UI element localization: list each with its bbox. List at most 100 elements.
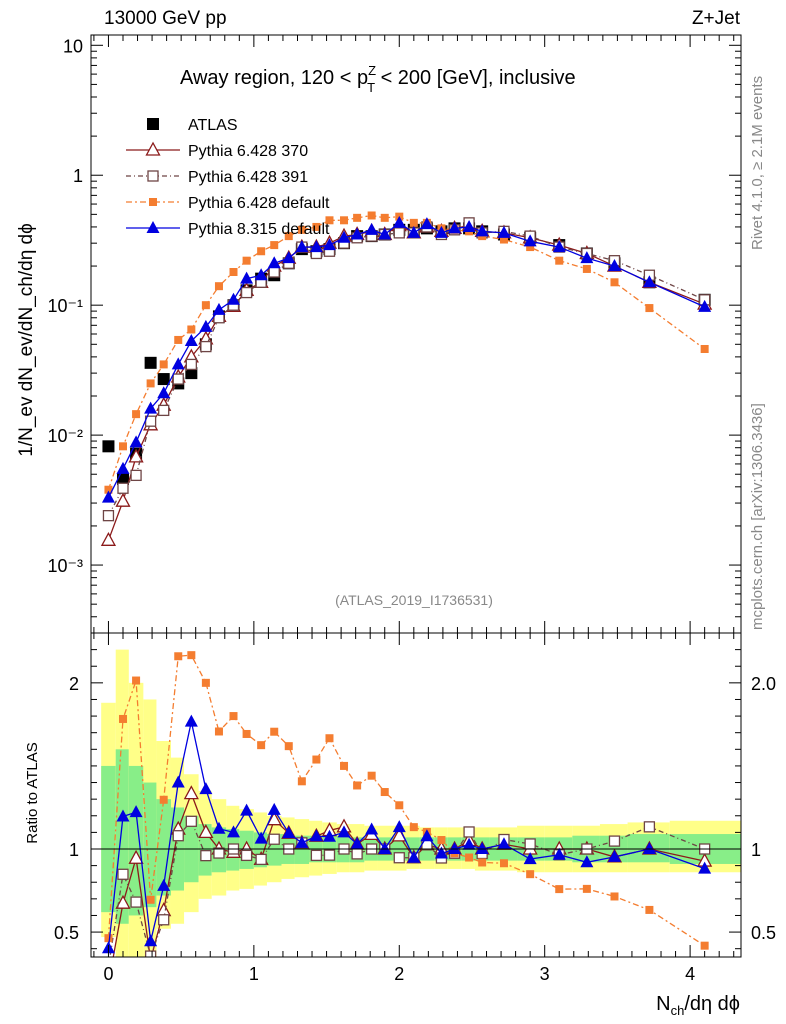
point-pythia-6-428-default (582, 264, 591, 273)
point-pythia-8-315-default (295, 240, 309, 253)
point-pythia-8-315-default (309, 240, 323, 253)
point-pythia-6-428-391 (240, 286, 253, 299)
point-pythia-8-315-default (267, 256, 281, 269)
point-pythia-6-428-370 (100, 531, 117, 546)
point-pythia-6-428-391 (185, 358, 197, 371)
x-tick-label: 1 (249, 964, 259, 984)
point-pythia-8-315-default (144, 401, 158, 414)
ratio-point-pythia-8-315-default (523, 852, 537, 865)
ratio-point-pythia-6-428-default (270, 727, 279, 736)
point-pythia-8-315-default (497, 225, 511, 238)
point-pythia-6-428-default (229, 268, 238, 277)
ratio-point-pythia-6-428-default (340, 761, 349, 770)
ratio-point-pythia-6-428-370 (183, 785, 199, 800)
point-pythia-8-315-default (101, 490, 115, 503)
ratio-point-pythia-6-428-391 (608, 835, 621, 847)
ratio-point-pythia-6-428-default (353, 781, 362, 790)
ratio-band-inner (143, 782, 157, 908)
ratio-tick-label: 2 (69, 674, 79, 694)
point-pythia-6-428-391 (393, 227, 405, 239)
point-pythia-6-428-default (201, 301, 210, 310)
ratio-point-pythia-6-428-391 (524, 838, 536, 850)
ratio-point-pythia-6-428-default (214, 727, 223, 736)
ratio-point-pythia-6-428-default (146, 895, 155, 904)
ratio-point-pythia-6-428-391 (117, 868, 129, 880)
ratio-point-pythia-6-428-default (257, 741, 266, 750)
point-pythia-6-428-default (270, 241, 279, 250)
point-pythia-8-315-default (129, 435, 143, 448)
point-pythia-6-428-default (610, 278, 619, 287)
ratio-frame (90, 632, 742, 958)
chart-title: Away region, 120 < pZ T < 200 [GeV], incl… (180, 63, 576, 95)
ratio-point-pythia-8-315-default (420, 829, 434, 842)
ratio-point-pythia-6-428-default (201, 678, 210, 687)
y-tick-label: 1 (73, 166, 83, 186)
ratio-point-pythia-6-428-391 (393, 852, 405, 864)
point-pythia-8-315-default (350, 227, 364, 240)
ratio-point-pythia-6-428-default (582, 884, 591, 893)
ratio-point-pythia-6-428-default (132, 676, 141, 685)
point-pythia-8-315-default (254, 268, 268, 281)
ratio-point-pythia-6-428-default (465, 853, 474, 862)
rivet-label: Rivet 4.1.0, ≥ 2.1M events (749, 76, 766, 250)
ratio-point-pythia-6-428-default (367, 771, 376, 780)
ratio-point-pythia-6-428-default (395, 801, 404, 810)
axes-layer: 0 1 2 3 4 10 1 10⁻¹ 10⁻² 10⁻³ 0.5 1 2 0.5 1 2.0 (47, 34, 776, 984)
point-pythia-6-428-default (367, 211, 376, 220)
point-pythia-8-315-default (462, 219, 476, 232)
x-axis-label: Nch/dη dϕ (656, 993, 740, 1018)
point-pythia-6-428-default (174, 335, 183, 344)
point-pythia-6-428-default (353, 213, 362, 222)
ratio-point-pythia-8-315-default (580, 855, 594, 868)
y-tick-label: 10⁻¹ (47, 296, 83, 316)
legend-marker-pythia-6-428-391 (147, 170, 159, 182)
point-pythia-8-315-default (580, 251, 594, 264)
ratio-point-pythia-8-315-default (434, 846, 448, 859)
ratio-point-pythia-6-428-default (645, 905, 654, 914)
ratio-point-pythia-6-428-default (700, 941, 709, 950)
point-pythia-8-315-default (523, 234, 537, 247)
point-pythia-8-315-default (212, 302, 226, 315)
ratio-point-pythia-8-315-default (642, 842, 656, 854)
point-pythia-8-315-default (157, 386, 171, 399)
point-pythia-6-428-default (242, 256, 251, 265)
ratio-point-pythia-8-315-default (212, 821, 226, 834)
ratio-point-pythia-8-315-default (157, 878, 171, 891)
point-pythia-8-315-default (607, 259, 621, 272)
ratio-point-pythia-6-428-391 (351, 848, 363, 860)
point-pythia-8-315-default (642, 275, 656, 288)
ratio-point-pythia-8-315-default (129, 805, 143, 818)
point-pythia-6-428-default (409, 218, 418, 227)
point-pythia-8-315-default (448, 221, 462, 234)
point-pythia-6-428-default (284, 232, 293, 241)
point-pythia-6-428-default (499, 235, 508, 244)
legend-label-pythia-6-428-370: Pythia 6.428 370 (188, 143, 308, 160)
point-pythia-6-428-default (257, 247, 266, 256)
ratio-point-pythia-8-315-default (267, 802, 281, 815)
point-pythia-8-315-default (240, 271, 254, 284)
ratio-point-pythia-6-428-391 (643, 821, 656, 833)
ratio-point-pythia-6-428-391 (463, 826, 475, 838)
ratio-point-pythia-6-428-370 (266, 811, 282, 826)
ratio-point-pythia-8-315-default (497, 837, 511, 850)
legend: ATLAS Pythia 6.428 370 Pythia 6.428 391 Pyt… (126, 117, 330, 238)
ratio-point-pythia-8-315-default (365, 822, 379, 835)
point-pythia-6-428-391 (268, 266, 280, 278)
x-tick-label: 4 (685, 964, 695, 984)
x-tick-label: 2 (394, 964, 404, 984)
ratio-point-pythia-6-428-default (242, 729, 251, 738)
point-pythia-6-428-default (340, 216, 349, 225)
point-pythia-6-428-391 (200, 340, 212, 353)
ratio-point-pythia-6-428-default (187, 651, 196, 660)
ratio-point-pythia-6-428-default (104, 934, 113, 943)
ratio-point-pythia-8-315-default (475, 842, 489, 854)
ratio-point-pythia-8-315-default (254, 831, 268, 844)
point-pythia-8-315-default (698, 299, 712, 312)
point-pythia-6-428-default (700, 344, 709, 353)
ratio-point-pythia-6-428-default (284, 742, 293, 751)
point-pythia-6-428-391 (117, 482, 129, 494)
point-pythia-6-428-default (214, 282, 223, 291)
header-left: 13000 GeV pp (104, 8, 227, 29)
ratio-point-pythia-6-428-default (499, 859, 508, 868)
point-atlas (157, 373, 170, 386)
